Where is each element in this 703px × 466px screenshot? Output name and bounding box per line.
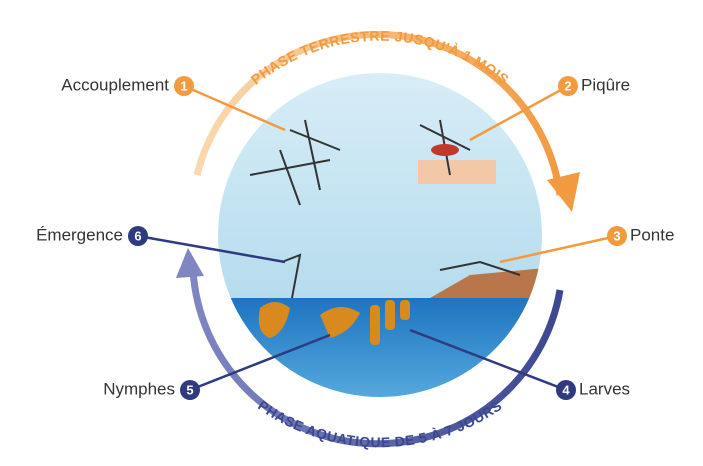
stage-number: 2 bbox=[564, 79, 571, 94]
stage-number: 3 bbox=[613, 229, 620, 244]
stage-number: 4 bbox=[562, 383, 570, 398]
aquatic-phase-label: PHASE AQUATIQUE DE 5 À 7 JOURS bbox=[255, 397, 505, 450]
life-cycle-diagram: PHASE TERRESTRE JUSQU'À 1 MOIS PHASE AQU… bbox=[0, 0, 703, 466]
leader-line bbox=[184, 86, 285, 130]
aquatic-phase-text: PHASE AQUATIQUE DE 5 À 7 JOURS bbox=[255, 397, 505, 450]
stage-label: Larves bbox=[579, 379, 630, 398]
stage-number: 6 bbox=[134, 229, 141, 244]
aquatic-arrowhead bbox=[176, 248, 204, 278]
stage-label: Ponte bbox=[630, 225, 674, 244]
stage-label: Émergence bbox=[36, 225, 123, 244]
stage-number: 1 bbox=[180, 79, 187, 94]
stage-number: 5 bbox=[186, 383, 193, 398]
stage-label: Nymphes bbox=[103, 379, 175, 398]
stage-label: Piqûre bbox=[581, 75, 630, 94]
stage-label: Accouplement bbox=[61, 75, 169, 94]
terrestrial-arrowhead bbox=[547, 172, 580, 212]
